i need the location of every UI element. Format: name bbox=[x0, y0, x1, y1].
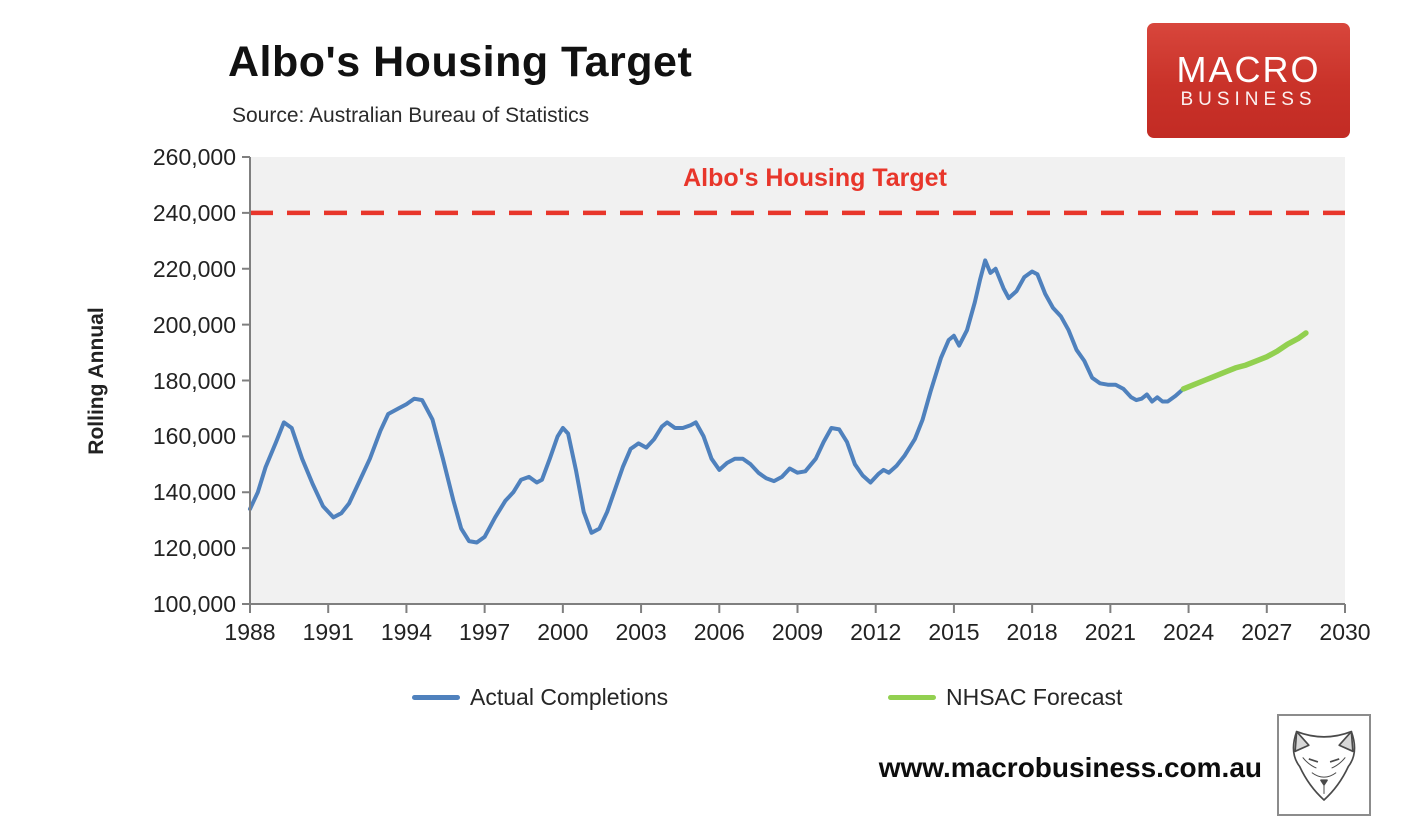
y-tick-label: 160,000 bbox=[152, 423, 236, 450]
legend-label-nhsac-forecast: NHSAC Forecast bbox=[946, 683, 1123, 710]
nhsac-forecast-line-swatch bbox=[888, 694, 936, 700]
y-tick-label: 220,000 bbox=[152, 255, 236, 282]
fox-icon bbox=[1292, 730, 1356, 801]
logo-line1: MACRO bbox=[1176, 48, 1321, 90]
legend-item-nhsac-forecast: NHSAC Forecast bbox=[888, 682, 1122, 712]
line-chart bbox=[242, 156, 1346, 613]
y-tick-label: 140,000 bbox=[152, 479, 236, 506]
source-caption: Source: Australian Bureau of Statistics bbox=[232, 104, 590, 127]
x-tick-label: 1988 bbox=[224, 619, 276, 645]
x-tick-label: 2012 bbox=[850, 619, 902, 645]
y-tick-label: 180,000 bbox=[152, 367, 236, 394]
target-line-annotation: Albo's Housing Target bbox=[683, 164, 947, 192]
x-tick-label: 2018 bbox=[1006, 619, 1058, 645]
x-tick-label: 2030 bbox=[1319, 619, 1371, 645]
x-tick-label: 2006 bbox=[693, 619, 745, 645]
fox-logo bbox=[1277, 714, 1371, 816]
macrobusiness-logo: MACRO BUSINESS bbox=[1147, 23, 1350, 138]
x-tick-label: 2015 bbox=[928, 619, 980, 645]
x-tick-label: 1991 bbox=[302, 619, 354, 645]
x-tick-label: 2024 bbox=[1162, 619, 1215, 645]
actual-completions-line-swatch bbox=[412, 694, 460, 700]
x-tick-label: 2021 bbox=[1084, 619, 1136, 645]
x-tick-label: 1994 bbox=[380, 619, 432, 645]
legend-item-actual-completions: Actual Completions bbox=[412, 682, 668, 712]
website-url: www.macrobusiness.com.au bbox=[878, 752, 1262, 783]
x-tick-label: 2003 bbox=[615, 619, 667, 645]
legend-label-actual-completions: Actual Completions bbox=[470, 683, 669, 710]
x-tick-label: 2009 bbox=[771, 619, 824, 645]
y-tick-label: 100,000 bbox=[152, 591, 236, 617]
x-tick-label: 2000 bbox=[537, 619, 589, 645]
y-tick-label: 240,000 bbox=[152, 199, 236, 226]
x-tick-label: 2027 bbox=[1241, 619, 1293, 645]
page-title: Albo's Housing Target bbox=[228, 38, 693, 86]
x-tick-label: 1997 bbox=[459, 619, 511, 645]
logo-line2: BUSINESS bbox=[1180, 88, 1317, 110]
y-tick-label: 200,000 bbox=[152, 311, 236, 338]
y-tick-label: 260,000 bbox=[152, 144, 236, 170]
y-tick-label: 120,000 bbox=[152, 535, 236, 562]
